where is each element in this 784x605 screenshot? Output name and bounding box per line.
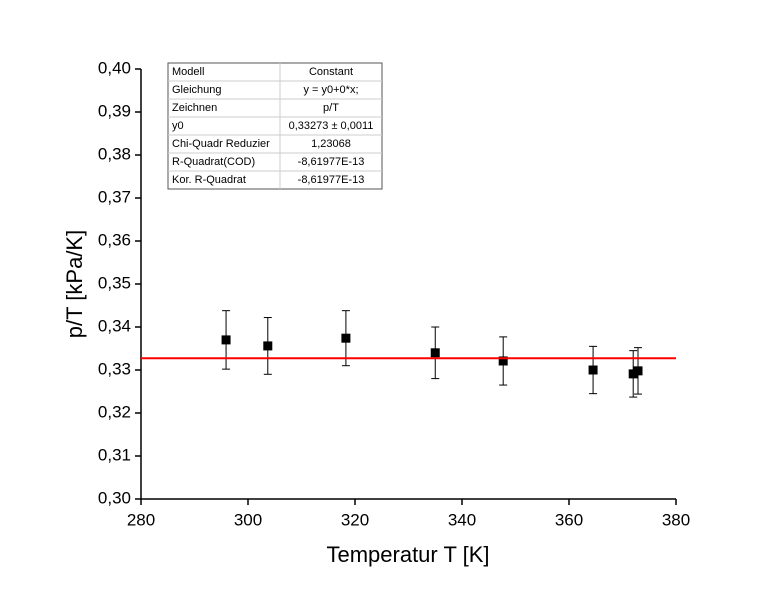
point (221, 335, 231, 345)
point (341, 333, 351, 343)
x-tick-label: 280 (127, 510, 155, 529)
table-label: R-Quadrat(COD) (172, 156, 255, 168)
table-label: y0 (172, 120, 184, 132)
y-axis-title: p/T [kPa/K] (62, 230, 87, 338)
point (633, 366, 643, 376)
y-tick-label: 0,30 (98, 488, 131, 507)
x-tick-label: 340 (448, 510, 476, 529)
table-label: Zeichnen (172, 102, 217, 114)
y-tick-label: 0,36 (98, 230, 131, 249)
table-value: -8,61977E-13 (298, 174, 365, 186)
y-tick-label: 0,39 (98, 101, 131, 120)
point (430, 348, 440, 358)
table-value: -8,61977E-13 (298, 156, 365, 168)
point (263, 341, 273, 351)
point (498, 356, 508, 366)
point (588, 365, 598, 375)
x-tick-label: 300 (234, 510, 262, 529)
x-tick-label: 360 (555, 510, 583, 529)
y-tick-label: 0,35 (98, 273, 131, 292)
y-tick-label: 0,37 (98, 187, 131, 206)
y-tick-label: 0,38 (98, 144, 131, 163)
y-tick-label: 0,40 (98, 58, 131, 77)
x-tick-label: 320 (341, 510, 369, 529)
point (628, 369, 638, 379)
table-value: Constant (309, 66, 353, 78)
table-value: 0,33273 ± 0,0011 (289, 120, 374, 132)
x-tick-label: 380 (662, 510, 690, 529)
table-value: p/T (323, 102, 339, 114)
y-tick-label: 0,34 (98, 316, 131, 335)
table-label: Modell (172, 66, 204, 78)
table-value: 1,23068 (311, 138, 351, 150)
table-label: Gleichung (172, 84, 222, 96)
table-label: Chi-Quadr Reduzier (172, 138, 270, 150)
x-axis-title: Temperatur T [K] (326, 542, 489, 567)
y-tick-label: 0,31 (98, 445, 131, 464)
table-frame (167, 62, 383, 190)
y-tick-label: 0,33 (98, 359, 131, 378)
table-value: y = y0+0*x; (303, 84, 358, 96)
y-tick-label: 0,32 (98, 402, 131, 421)
table-label: Kor. R-Quadrat (172, 174, 246, 186)
